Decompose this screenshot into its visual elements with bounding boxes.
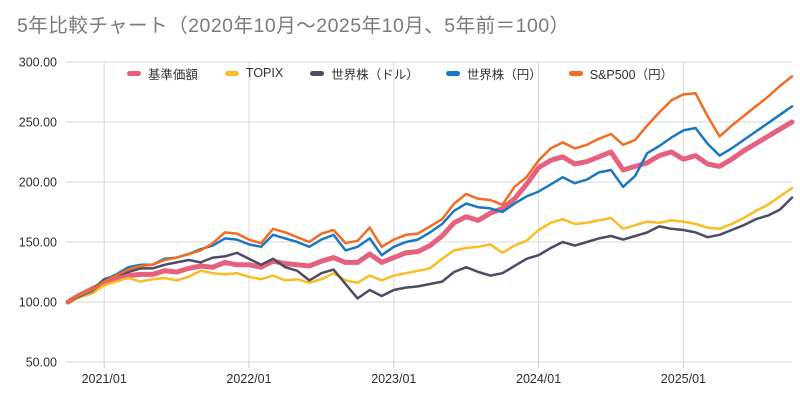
chart-title: 5年比較チャート（2020年10月〜2025年10月、5年前＝100） xyxy=(17,15,570,37)
legend-swatch-world-usd xyxy=(310,70,325,76)
legend-item-world-jpy[interactable]: 世界株（円） xyxy=(445,64,542,83)
legend-label: S&P500（円） xyxy=(589,67,674,82)
series-line-topix xyxy=(66,186,794,304)
y-axis-label: 250.00 xyxy=(19,116,57,130)
y-axis-label: 50.00 xyxy=(26,356,57,370)
legend: 基準価額 TOPIX 世界株（ドル） 世界株（円） S&P500（円） xyxy=(70,61,730,85)
x-axis-label: 2021/01 xyxy=(82,372,127,386)
legend-item-world-usd[interactable]: 世界株（ドル） xyxy=(310,64,419,83)
legend-swatch-topix xyxy=(224,70,239,76)
x-axis-label: 2023/01 xyxy=(371,372,416,386)
y-axis-label: 200.00 xyxy=(19,176,57,190)
series-line-fund-price xyxy=(65,119,795,305)
x-axis-label: 2024/01 xyxy=(516,372,561,386)
series-line-sp500-jpy xyxy=(66,75,794,304)
legend-label: 世界株（円） xyxy=(466,67,542,82)
legend-swatch-world-jpy xyxy=(445,70,460,76)
legend-label: TOPIX xyxy=(245,66,284,80)
legend-label: 世界株（ドル） xyxy=(331,67,419,82)
x-axis-label: 2022/01 xyxy=(226,372,271,386)
y-axis-label: 100.00 xyxy=(19,296,57,310)
legend-swatch-sp500-jpy xyxy=(568,70,583,76)
legend-swatch-fund-price xyxy=(126,70,141,76)
y-axis-label: 300.00 xyxy=(19,56,57,70)
legend-item-topix[interactable]: TOPIX xyxy=(224,66,284,80)
y-axis-label: 150.00 xyxy=(19,236,57,250)
legend-item-fund-price[interactable]: 基準価額 xyxy=(126,64,198,83)
legend-item-sp500-jpy[interactable]: S&P500（円） xyxy=(568,64,674,83)
x-axis-label: 2025/01 xyxy=(661,372,706,386)
legend-label: 基準価額 xyxy=(147,67,198,82)
series-line-world-usd xyxy=(66,196,794,304)
